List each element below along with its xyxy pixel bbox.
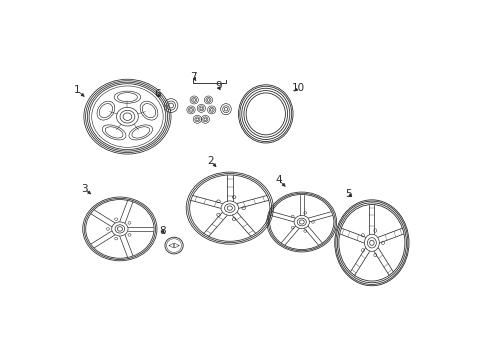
Text: 4: 4 bbox=[275, 175, 282, 185]
Text: 3: 3 bbox=[81, 184, 88, 194]
Text: 1: 1 bbox=[74, 85, 80, 95]
Text: 5: 5 bbox=[345, 189, 351, 199]
Text: 9: 9 bbox=[215, 81, 221, 91]
Text: 2: 2 bbox=[207, 156, 214, 166]
Text: 10: 10 bbox=[291, 82, 304, 93]
Text: 6: 6 bbox=[154, 90, 161, 99]
Text: 7: 7 bbox=[190, 72, 197, 82]
Text: 8: 8 bbox=[159, 226, 165, 236]
